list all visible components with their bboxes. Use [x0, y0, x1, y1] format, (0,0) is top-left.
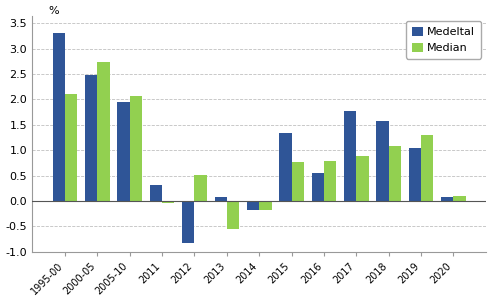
- Bar: [215, 198, 227, 201]
- Bar: [344, 111, 356, 201]
- Bar: [118, 102, 130, 201]
- Bar: [194, 175, 207, 201]
- Bar: [441, 198, 454, 201]
- Text: %: %: [49, 5, 60, 16]
- Bar: [227, 201, 239, 229]
- Bar: [259, 201, 272, 210]
- Bar: [162, 201, 175, 204]
- Bar: [97, 62, 110, 201]
- Bar: [53, 33, 65, 201]
- Bar: [389, 146, 401, 201]
- Bar: [279, 133, 292, 201]
- Bar: [85, 76, 97, 201]
- Bar: [454, 196, 466, 201]
- Legend: Medeltal, Median: Medeltal, Median: [406, 21, 481, 59]
- Bar: [182, 201, 194, 243]
- Bar: [65, 94, 77, 201]
- Bar: [130, 96, 142, 201]
- Bar: [292, 162, 304, 201]
- Bar: [150, 185, 162, 201]
- Bar: [376, 121, 389, 201]
- Bar: [409, 148, 421, 201]
- Bar: [247, 201, 259, 210]
- Bar: [356, 156, 369, 201]
- Bar: [324, 161, 337, 201]
- Bar: [312, 173, 324, 201]
- Bar: [421, 135, 433, 201]
